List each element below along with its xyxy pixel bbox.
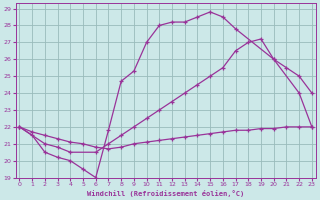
X-axis label: Windchill (Refroidissement éolien,°C): Windchill (Refroidissement éolien,°C)	[87, 190, 244, 197]
